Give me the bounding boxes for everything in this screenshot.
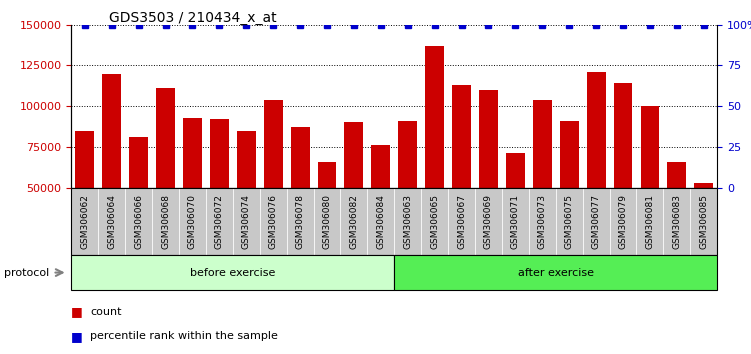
Text: GSM306079: GSM306079 [619,194,628,249]
Bar [587,72,605,269]
Text: GSM306070: GSM306070 [188,194,197,249]
Text: count: count [90,307,122,316]
Text: GSM306067: GSM306067 [457,194,466,249]
Text: ■: ■ [71,305,83,318]
Bar [668,161,686,269]
Bar [559,121,578,269]
Bar [291,127,309,269]
Text: GSM306063: GSM306063 [403,194,412,249]
Bar [641,106,659,269]
Text: GSM306066: GSM306066 [134,194,143,249]
Bar [452,85,471,269]
Text: GSM306085: GSM306085 [699,194,708,249]
Bar [479,90,498,269]
Bar [210,119,229,269]
Text: GDS3503 / 210434_x_at: GDS3503 / 210434_x_at [109,11,276,25]
Bar [183,118,202,269]
Bar [372,145,391,269]
Text: GSM306078: GSM306078 [296,194,305,249]
Text: protocol: protocol [4,268,49,278]
Bar [695,183,713,269]
Text: GSM306084: GSM306084 [376,194,385,249]
Bar [237,131,255,269]
Text: after exercise: after exercise [517,268,594,278]
Text: GSM306064: GSM306064 [107,194,116,249]
Text: GSM306065: GSM306065 [430,194,439,249]
Bar [129,137,148,269]
Text: GSM306081: GSM306081 [645,194,654,249]
Text: GSM306069: GSM306069 [484,194,493,249]
Bar [264,100,282,269]
Text: percentile rank within the sample: percentile rank within the sample [90,331,278,341]
Bar [75,131,94,269]
Bar [533,100,552,269]
Text: GSM306074: GSM306074 [242,194,251,249]
Text: GSM306062: GSM306062 [80,194,89,249]
Text: GSM306076: GSM306076 [269,194,278,249]
Text: GSM306082: GSM306082 [349,194,358,249]
Bar [102,74,121,269]
Text: GSM306080: GSM306080 [322,194,331,249]
Text: GSM306075: GSM306075 [565,194,574,249]
Text: GSM306073: GSM306073 [538,194,547,249]
Bar [398,121,417,269]
Text: GSM306072: GSM306072 [215,194,224,249]
Bar [156,88,175,269]
Text: GSM306068: GSM306068 [161,194,170,249]
Text: ■: ■ [71,330,83,343]
Bar [318,161,336,269]
Text: GSM306071: GSM306071 [511,194,520,249]
Text: GSM306077: GSM306077 [592,194,601,249]
Text: GSM306083: GSM306083 [672,194,681,249]
Text: before exercise: before exercise [190,268,276,278]
Bar [506,153,525,269]
Bar [345,122,363,269]
Bar [425,46,444,269]
Bar [614,84,632,269]
